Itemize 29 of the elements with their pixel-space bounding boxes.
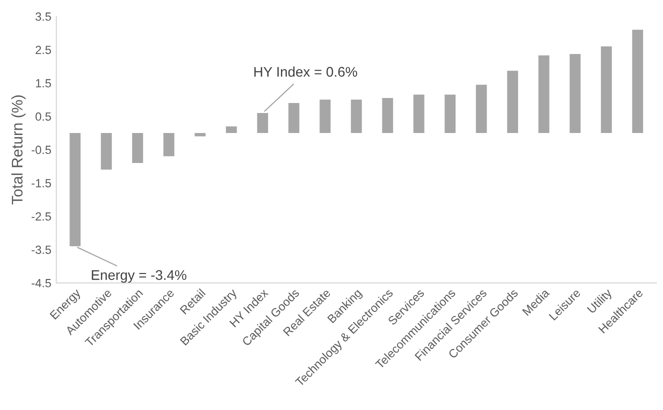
y-tick-label: 0.5 [36,112,51,121]
bar [570,54,581,133]
bar [413,94,424,133]
annotation: HY Index = 0.6% [254,66,358,77]
bar [538,55,550,133]
y-tick-label: -2.5 [32,212,51,221]
y-tick-label: -4.5 [32,279,51,288]
annotation: Energy = -3.4% [92,270,186,283]
bar [163,132,174,156]
y-tick-label: 1.5 [36,79,51,88]
bar [100,132,112,170]
y-tick-label: 3.5 [36,12,51,21]
bar [632,30,644,133]
bar [476,84,487,133]
y-tick-label: -3.5 [32,246,51,254]
bar [226,126,237,133]
y-tick-label: -0.5 [32,146,51,154]
bar [288,103,300,133]
y-tick-label: -1.5 [32,179,51,188]
bar [194,132,206,136]
bar [382,98,394,133]
y-tick-label: 2.5 [36,46,51,54]
bar [132,132,144,163]
bar [600,46,612,133]
y-axis-title: Total Return (%) [11,95,26,204]
bar [320,100,331,133]
bar [350,100,362,133]
bar [444,94,456,133]
bar [507,70,518,133]
